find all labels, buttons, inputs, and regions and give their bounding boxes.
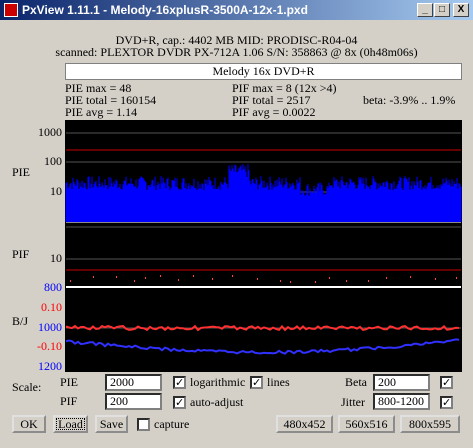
stat: PIF max = 8 (12x >4) bbox=[232, 81, 337, 95]
label: logarithmic bbox=[190, 375, 246, 389]
checkbox[interactable]: ✓ bbox=[250, 376, 263, 389]
text-input[interactable]: 2000 bbox=[105, 374, 162, 391]
tick-label: -0.10 bbox=[37, 339, 62, 353]
tick-label: 1200 bbox=[38, 359, 62, 373]
chart: PIE PIF B/J 1000 100 10 10 800 0.10 1000… bbox=[12, 120, 462, 373]
label: lines bbox=[267, 375, 290, 389]
axis-label: PIF bbox=[12, 247, 30, 261]
label: Jitter bbox=[341, 395, 365, 409]
label: PIE bbox=[60, 375, 78, 389]
ok-button[interactable]: OK bbox=[12, 415, 46, 433]
header-line: scanned: PLEXTOR DVDR PX-712A 1.06 S/N: … bbox=[55, 45, 418, 59]
checkbox[interactable]: ✓ bbox=[173, 376, 186, 389]
load-button[interactable]: Load bbox=[53, 415, 88, 433]
checkbox[interactable]: ✓ bbox=[440, 376, 453, 389]
tick-label: 1000 bbox=[38, 320, 62, 334]
label: Scale: bbox=[12, 380, 42, 394]
maximize-button[interactable]: □ bbox=[434, 3, 450, 17]
label: capture bbox=[154, 417, 190, 431]
tick-label: 100 bbox=[44, 154, 62, 168]
app-icon bbox=[4, 3, 18, 17]
plot-background bbox=[65, 120, 462, 372]
tick-label: 800 bbox=[44, 280, 62, 294]
checkbox[interactable] bbox=[137, 418, 150, 431]
text-input[interactable]: 200 bbox=[105, 393, 162, 410]
checkbox[interactable]: ✓ bbox=[440, 396, 453, 409]
pif-plot bbox=[70, 275, 457, 283]
tick-label: 10 bbox=[50, 251, 62, 265]
stat: PIE total = 160154 bbox=[65, 93, 157, 107]
close-button[interactable]: X bbox=[453, 3, 469, 17]
size-button[interactable]: 560x516 bbox=[338, 415, 395, 433]
text-input[interactable]: 800-1200 bbox=[373, 393, 430, 410]
pie-plot bbox=[65, 164, 462, 222]
stat: PIF total = 2517 bbox=[232, 93, 311, 107]
beta-plot bbox=[65, 338, 460, 355]
checkbox[interactable]: ✓ bbox=[173, 396, 186, 409]
stat: beta: -3.9% .. 1.9% bbox=[363, 93, 456, 107]
stat: PIF avg = 0.0022 bbox=[232, 105, 316, 119]
label: Beta bbox=[345, 375, 367, 389]
label: auto-adjust bbox=[190, 395, 244, 409]
label: PIF bbox=[60, 394, 78, 408]
window-title: PxView 1.11.1 - Melody-16xplusR-3500A-12… bbox=[22, 3, 308, 17]
header-line: DVD+R, cap.: 4402 MB MID: PRODISC-R04-04 bbox=[115, 33, 358, 47]
disc-label: Melody 16x DVD+R bbox=[65, 63, 462, 80]
size-button[interactable]: 480x452 bbox=[276, 415, 333, 433]
tick-label: 1000 bbox=[38, 125, 62, 139]
stat: PIE max = 48 bbox=[65, 81, 132, 95]
axis-label: PIE bbox=[12, 165, 30, 179]
size-button[interactable]: 800x595 bbox=[400, 415, 460, 433]
jitter-plot bbox=[65, 324, 460, 332]
title-bar: PxView 1.11.1 - Melody-16xplusR-3500A-12… bbox=[0, 0, 473, 20]
minimize-button[interactable]: _ bbox=[417, 3, 433, 17]
save-button[interactable]: Save bbox=[95, 415, 128, 433]
text-input[interactable]: 200 bbox=[373, 374, 430, 391]
tick-label: 10 bbox=[50, 184, 62, 198]
stat: PIE avg = 1.14 bbox=[65, 105, 138, 119]
tick-label: 0.10 bbox=[41, 300, 62, 314]
axis-label: B/J bbox=[12, 314, 28, 328]
